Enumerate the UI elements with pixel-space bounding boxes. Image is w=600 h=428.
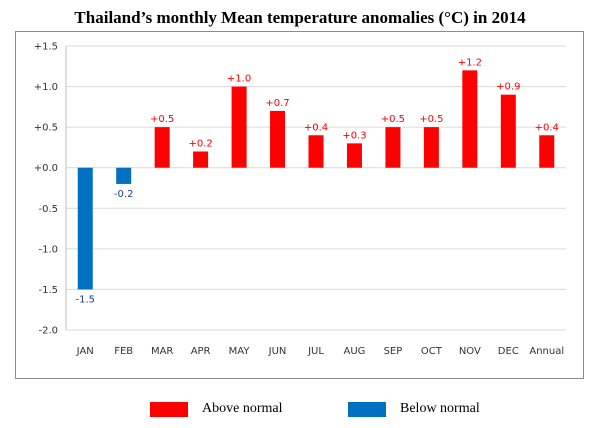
y-tick-label: -1.0 [38,244,58,255]
y-tick-label: -2.0 [38,326,58,337]
x-tick-label: DEC [498,346,519,357]
y-tick-label: +0.0 [34,163,58,174]
bar-feb [116,167,132,184]
data-label: +1.0 [227,74,251,85]
x-tick-label: JUL [307,346,324,357]
legend-label-below: Below normal [400,401,480,416]
bar-aug [346,143,362,168]
x-tick-label: SEP [384,346,403,357]
x-tick-label: JUN [268,346,287,357]
data-label: +0.4 [304,122,328,133]
legend-label-above: Above normal [202,401,283,416]
y-tick-label: -1.5 [38,285,58,296]
bar-jul [308,135,324,168]
x-tick-label: APR [191,346,211,357]
y-tick-label: -0.5 [38,204,58,215]
y-tick-label: +0.5 [34,123,58,134]
bar-jun [270,110,286,168]
data-label: +0.3 [342,130,366,141]
bar-oct [423,127,439,168]
bar-may [231,86,247,168]
bar-annual [539,135,555,168]
x-tick-label: NOV [459,346,481,357]
data-label: +0.4 [535,122,559,133]
legend-above-normal: Above normal [150,399,282,419]
x-tick-label: FEB [114,346,133,357]
bar-dec [500,94,516,168]
data-label: +0.7 [265,98,289,109]
chart-frame [15,31,584,379]
x-tick-label: MAR [151,346,173,357]
legend-swatch-below [348,401,386,417]
legend-swatch-above [150,401,188,417]
bar-sep [385,127,401,168]
data-label: -0.2 [114,189,134,200]
data-label: +0.9 [496,82,520,93]
data-label: -1.5 [75,294,95,305]
bar-mar [154,127,170,168]
chart-title: Thailand’s monthly Mean temperature anom… [74,8,526,27]
x-tick-label: OCT [421,346,443,357]
data-label: +0.5 [381,114,405,125]
bar-apr [193,151,209,168]
data-label: +1.2 [458,57,482,68]
x-tick-label: MAY [229,346,251,357]
legend-below-normal: Below normal [348,399,480,419]
x-tick-label: JAN [76,346,94,357]
y-tick-label: +1.0 [34,82,58,93]
data-label: +0.5 [150,114,174,125]
y-tick-label: +1.5 [34,42,58,53]
data-label: +0.5 [419,114,443,125]
x-tick-label: AUG [344,346,366,357]
x-tick-label: Annual [529,346,564,357]
data-label: +0.2 [188,138,212,149]
bar-jan [77,167,93,290]
bar-nov [462,70,478,168]
